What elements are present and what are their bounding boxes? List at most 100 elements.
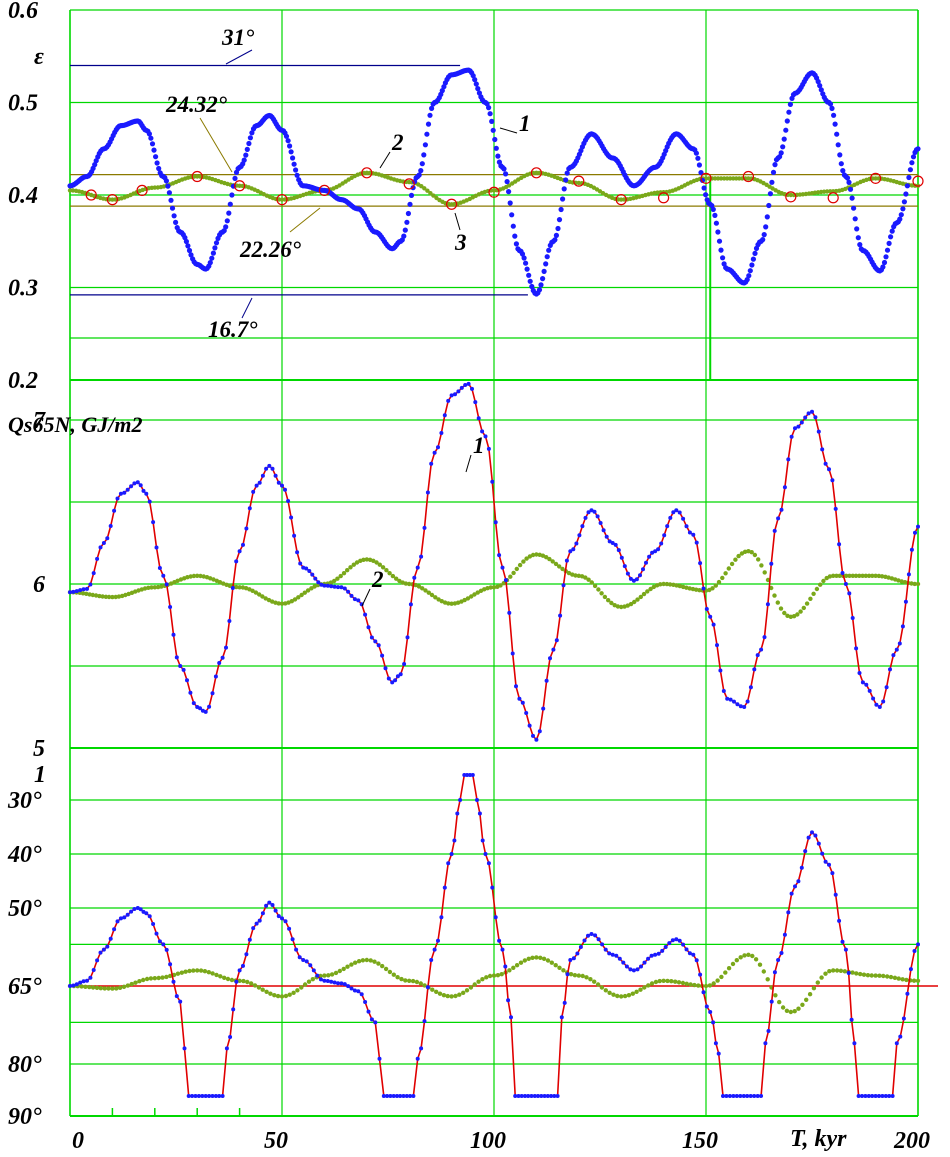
bottom-series-1-point (617, 956, 622, 961)
middle-series-2-point (863, 573, 868, 578)
top-series-3-marker (403, 178, 415, 190)
bottom-series-2-point (98, 986, 104, 991)
bottom-series-2-point (152, 976, 157, 981)
top-series-1-point (418, 168, 424, 174)
bottom-series-2-point (738, 955, 743, 960)
middle-series-1-point (625, 571, 630, 576)
bottom-series-1-point (332, 980, 337, 985)
bottom-series-2-point (495, 973, 501, 978)
middle-series-1-point (490, 479, 495, 484)
bottom-series-2-point (885, 974, 890, 979)
bottom-series-1-point (799, 865, 804, 870)
middle-series-2-point (560, 566, 565, 572)
middle-series-2-point (305, 588, 311, 593)
bottom-series-1-point (649, 953, 654, 958)
bottom-series-2-point (572, 973, 578, 978)
bottom-series-1-point (593, 933, 598, 938)
top-series-1-point (294, 172, 300, 178)
bottom-series-2-point (780, 1005, 786, 1010)
bottom-series-1-point (264, 903, 269, 908)
bottom-series-2-point (94, 985, 100, 990)
bottom-series-2-point (877, 973, 882, 978)
top-series-1-point (901, 199, 908, 205)
middle-series-2-point (133, 589, 138, 594)
top-series-1-point (425, 121, 432, 127)
middle-series-2-point (149, 585, 154, 590)
bottom-series-1-point (373, 1020, 378, 1025)
bottom-series-1-point (883, 1094, 888, 1098)
top-series-1-point (524, 266, 530, 272)
middle-series-2-point (866, 573, 872, 578)
bottom-series-1-point (559, 1015, 564, 1020)
top-series-1-point (829, 105, 835, 111)
bottom-series-1-point (346, 984, 351, 989)
middle-series-2-point (860, 573, 865, 578)
middle-series-1-point (207, 704, 212, 709)
bottom-series-1-point (81, 979, 86, 984)
middle-series-1-point (476, 416, 481, 421)
bottom-series-2-point (896, 976, 901, 981)
top-series-3-marker (361, 167, 373, 179)
middle-series-2-point (534, 552, 539, 557)
middle-series-1-point (665, 524, 670, 529)
middle-series-1-point (415, 565, 420, 570)
middle-series-1-point (138, 483, 143, 488)
bottom-series-1-point (247, 937, 252, 942)
middle-series-1-point (373, 639, 378, 644)
middle-series-1-point (644, 560, 648, 565)
x-tick-label: 150 (682, 1128, 718, 1154)
bottom-series-1-point (776, 958, 781, 962)
middle-series-1-point (810, 409, 814, 414)
middle-series-2-point (729, 561, 735, 567)
bottom-series-2-point (827, 969, 832, 974)
bottom-series-1-point (526, 1094, 531, 1098)
middle-series-1-point (203, 709, 208, 714)
bottom-series-1-point (429, 958, 434, 962)
middle-series-1-point (622, 564, 627, 569)
bottom-series-1-point (251, 926, 256, 931)
bottom-series-1-point (506, 998, 511, 1003)
bottom-series-1-point (589, 932, 594, 936)
middle-series-1-point (264, 466, 269, 471)
middle-y-tick-label: 7 (33, 408, 46, 434)
middle-series-1-point (799, 420, 804, 425)
bottom-series-1-point (796, 879, 801, 884)
bottom-series-1-point (85, 978, 89, 983)
bottom-series-1-point (677, 938, 682, 943)
top-series-1-point (229, 192, 235, 198)
middle-series-1-point (442, 413, 447, 418)
middle-series-1-point (276, 480, 281, 485)
x-axis-label: T, kyr (790, 1126, 847, 1152)
middle-series-1-point (292, 533, 297, 538)
top-series-1-point (407, 201, 413, 207)
top-series-1-point (752, 250, 758, 256)
bottom-series-1-point (687, 951, 692, 956)
top-series-1-point (910, 154, 917, 160)
bottom-series-1-point (401, 1094, 406, 1098)
top-series-1-point (404, 219, 410, 225)
middle-series-2-point (488, 585, 493, 590)
middle-series-2-point (335, 576, 340, 581)
bottom-series-1-point (231, 1007, 236, 1012)
top-series-1-point (827, 101, 834, 107)
middle-series-2-point (762, 570, 767, 575)
middle-series-2-point (469, 594, 474, 599)
bottom-series-2-point (904, 977, 909, 983)
bottom-series-1-point (912, 949, 917, 953)
bottom-series-2-point (487, 973, 493, 979)
middle-series-1-point (619, 555, 624, 560)
bottom-series-1-point (873, 1094, 878, 1098)
top-series-1-point (556, 217, 563, 223)
middle-series-1-point (759, 647, 764, 652)
bottom-series-2-point (568, 972, 574, 977)
bottom-series-1-point (356, 989, 361, 994)
bottom-y-tick-label: 65° (8, 974, 42, 1000)
bottom-series-1-point (475, 798, 479, 802)
middle-series-2-point (899, 579, 904, 584)
top-series-1-point (183, 238, 189, 245)
middle-series-1-point (349, 593, 354, 598)
top-series-1-point (165, 183, 171, 189)
bottom-series-2-point (472, 982, 477, 987)
bottom-series-1-point (724, 1094, 729, 1098)
middle-series-2-point (853, 573, 859, 578)
